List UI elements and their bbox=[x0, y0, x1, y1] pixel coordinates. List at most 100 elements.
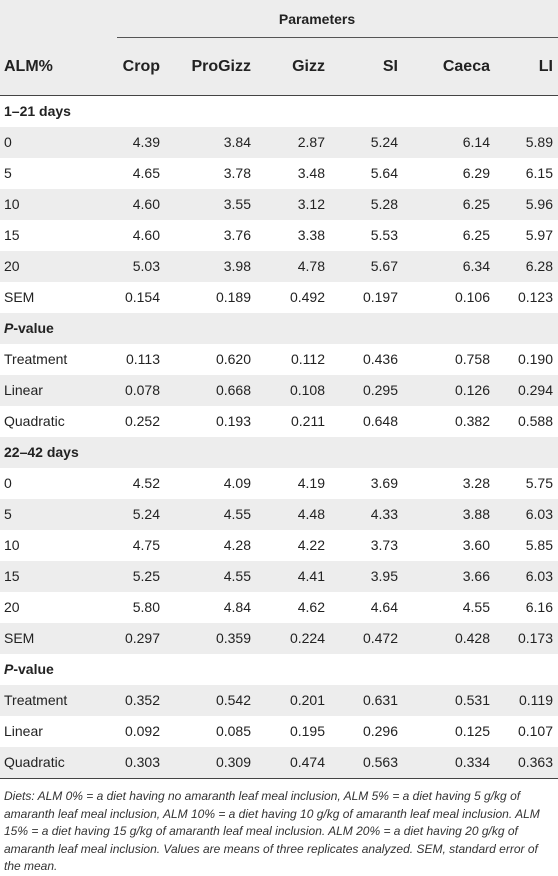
table-cell: 3.84 bbox=[223, 134, 251, 150]
table-cell: 3.73 bbox=[370, 537, 398, 553]
table-cell: 4.55 bbox=[223, 506, 251, 522]
table-row: 15 4.60 3.76 3.38 5.53 6.25 5.97 bbox=[0, 220, 558, 251]
table-cell: 0.309 bbox=[215, 754, 251, 770]
table-cell: 5.24 bbox=[370, 134, 398, 150]
table-cell: 0.078 bbox=[124, 382, 160, 398]
table-cell: 0.758 bbox=[454, 351, 490, 367]
table-cell: 0.201 bbox=[289, 692, 325, 708]
table-row: 15 5.25 4.55 4.41 3.95 3.66 6.03 bbox=[0, 561, 558, 592]
table-cell: 0.173 bbox=[517, 630, 553, 646]
table-cell: 5.03 bbox=[132, 258, 160, 274]
table-cell: 5.53 bbox=[370, 227, 398, 243]
table-row: SEM 0.297 0.359 0.224 0.472 0.428 0.173 bbox=[0, 623, 558, 654]
table-cell: 3.88 bbox=[462, 506, 490, 522]
row-label: SEM bbox=[4, 289, 35, 305]
table-cell: 0.334 bbox=[454, 754, 490, 770]
table-cell: 3.76 bbox=[223, 227, 251, 243]
table-cell: 5.28 bbox=[370, 196, 398, 212]
table-row: 0 4.39 3.84 2.87 5.24 6.14 5.89 bbox=[0, 127, 558, 158]
table-cell: 0.092 bbox=[124, 723, 160, 739]
table-cell: 0.190 bbox=[517, 351, 553, 367]
table-cell: 4.78 bbox=[297, 258, 325, 274]
table-cell: 3.78 bbox=[223, 165, 251, 181]
table-cell: 4.75 bbox=[132, 537, 160, 553]
table-cell: 4.33 bbox=[370, 506, 398, 522]
row-label: 5 bbox=[4, 506, 12, 522]
table-cell: 0.252 bbox=[124, 413, 160, 429]
table-row: 5 5.24 4.55 4.48 4.33 3.88 6.03 bbox=[0, 499, 558, 530]
table-cell: 4.19 bbox=[297, 475, 325, 491]
table-cell: 4.64 bbox=[370, 599, 398, 615]
row-label: 22–42 days bbox=[4, 444, 79, 460]
table-cell: 3.48 bbox=[297, 165, 325, 181]
table-cell: 3.28 bbox=[462, 475, 490, 491]
pvalue-italic: P bbox=[4, 661, 14, 677]
table-cell: 6.14 bbox=[462, 134, 490, 150]
row-label: 0 bbox=[4, 475, 12, 491]
table-footnote: Diets: ALM 0% = a diet having no amarant… bbox=[4, 789, 540, 873]
table-cell: 6.25 bbox=[462, 227, 490, 243]
table-cell: 0.428 bbox=[454, 630, 490, 646]
table-cell: 0.296 bbox=[362, 723, 398, 739]
table-cell: 3.98 bbox=[223, 258, 251, 274]
table-cell: 6.34 bbox=[462, 258, 490, 274]
table-cell: 0.648 bbox=[362, 413, 398, 429]
col-header-gizz: Gizz bbox=[292, 58, 325, 75]
table-group-header: Parameters bbox=[0, 0, 558, 38]
table-cell: 0.106 bbox=[454, 289, 490, 305]
table-cell: 0.382 bbox=[454, 413, 490, 429]
col-header-progizz: ProGizz bbox=[191, 58, 251, 75]
section-title-row: 22–42 days bbox=[0, 437, 558, 468]
row-label: Linear bbox=[4, 723, 43, 739]
table-cell: 0.472 bbox=[362, 630, 398, 646]
table-cell: 5.67 bbox=[370, 258, 398, 274]
table-cell: 4.28 bbox=[223, 537, 251, 553]
table-cell: 4.55 bbox=[223, 568, 251, 584]
row-label: Quadratic bbox=[4, 754, 65, 770]
table-cell: 2.87 bbox=[297, 134, 325, 150]
table-body: 1–21 days 0 4.39 3.84 2.87 5.24 6.14 5.89 5 4.65 3… bbox=[0, 96, 558, 778]
table-row: Linear 0.078 0.668 0.108 0.295 0.126 0.294 bbox=[0, 375, 558, 406]
table-row: 20 5.03 3.98 4.78 5.67 6.34 6.28 bbox=[0, 251, 558, 282]
row-label: 10 bbox=[4, 537, 20, 553]
table-cell: 0.297 bbox=[124, 630, 160, 646]
table-cell: 0.113 bbox=[126, 351, 160, 367]
row-label: 0 bbox=[4, 134, 12, 150]
table-row: Treatment 0.113 0.620 0.112 0.436 0.758 0.190 bbox=[0, 344, 558, 375]
table-cell: 0.085 bbox=[215, 723, 251, 739]
row-label: P-value bbox=[4, 654, 54, 685]
table-cell: 0.125 bbox=[454, 723, 490, 739]
table-column-header: ALM% Crop ProGizz Gizz SI Caeca LI bbox=[0, 38, 558, 95]
table-cell: 3.60 bbox=[462, 537, 490, 553]
table-cell: 0.112 bbox=[291, 351, 325, 367]
row-label: 15 bbox=[4, 568, 20, 584]
row-label: Linear bbox=[4, 382, 43, 398]
table-cell: 4.60 bbox=[132, 196, 160, 212]
table-cell: 0.474 bbox=[289, 754, 325, 770]
table-cell: 0.193 bbox=[215, 413, 251, 429]
table-row: 10 4.75 4.28 4.22 3.73 3.60 5.85 bbox=[0, 530, 558, 561]
row-label: 15 bbox=[4, 227, 20, 243]
table-cell: 5.97 bbox=[525, 227, 553, 243]
table-cell: 0.436 bbox=[362, 351, 398, 367]
row-label: Treatment bbox=[4, 351, 68, 367]
table-cell: 4.48 bbox=[297, 506, 325, 522]
parameters-heading: Parameters bbox=[278, 11, 356, 27]
col-header-li: LI bbox=[538, 58, 553, 75]
table-cell: 3.55 bbox=[223, 196, 251, 212]
table-cell: 5.24 bbox=[132, 506, 160, 522]
parameters-rule bbox=[117, 37, 558, 38]
table-cell: 6.16 bbox=[525, 599, 553, 615]
row-label: 20 bbox=[4, 258, 20, 274]
table-cell: 4.41 bbox=[297, 568, 325, 584]
col-header-crop: Crop bbox=[122, 58, 160, 75]
pvalue-rest: -value bbox=[13, 320, 54, 336]
table-cell: 4.39 bbox=[132, 134, 160, 150]
col-header-caeca: Caeca bbox=[442, 58, 490, 75]
table-cell: 0.631 bbox=[362, 692, 398, 708]
table-cell: 0.224 bbox=[289, 630, 325, 646]
row-label: Treatment bbox=[4, 692, 68, 708]
table-cell: 0.119 bbox=[519, 692, 553, 708]
table-cell: 0.195 bbox=[289, 723, 325, 739]
